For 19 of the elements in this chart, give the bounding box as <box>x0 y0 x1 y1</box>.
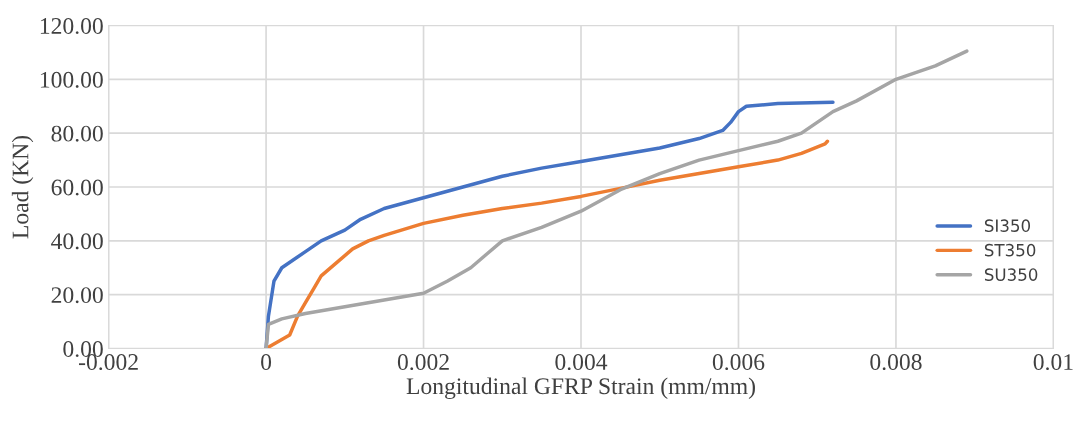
y-tick-label: 100.00 <box>40 71 103 88</box>
y-tick-label: 20.00 <box>51 287 103 304</box>
y-tick-label: 60.00 <box>51 179 103 196</box>
y-tick-label: 40.00 <box>51 233 103 250</box>
y-axis-title: Load (KN) <box>11 135 34 239</box>
x-tick-label: 0.004 <box>555 354 608 371</box>
line-series <box>264 49 969 349</box>
x-tick-label: 0.006 <box>712 354 765 371</box>
x-tick-label: 0.01 <box>1033 354 1073 371</box>
y-tick-label: 80.00 <box>51 125 103 142</box>
legend-label: SU350 <box>984 268 1038 281</box>
x-tick-label: 0 <box>261 354 272 370</box>
x-tick-label: 0.008 <box>870 354 922 371</box>
x-tick-label: 0.002 <box>397 354 449 371</box>
legend-label: ST350 <box>984 243 1036 257</box>
legend-label: SI350 <box>984 219 1031 232</box>
x-axis-title: Longitudinal GFRP Strain (mm/mm) <box>406 377 755 400</box>
y-tick-label: 120.00 <box>40 17 103 35</box>
line-series <box>264 100 835 349</box>
